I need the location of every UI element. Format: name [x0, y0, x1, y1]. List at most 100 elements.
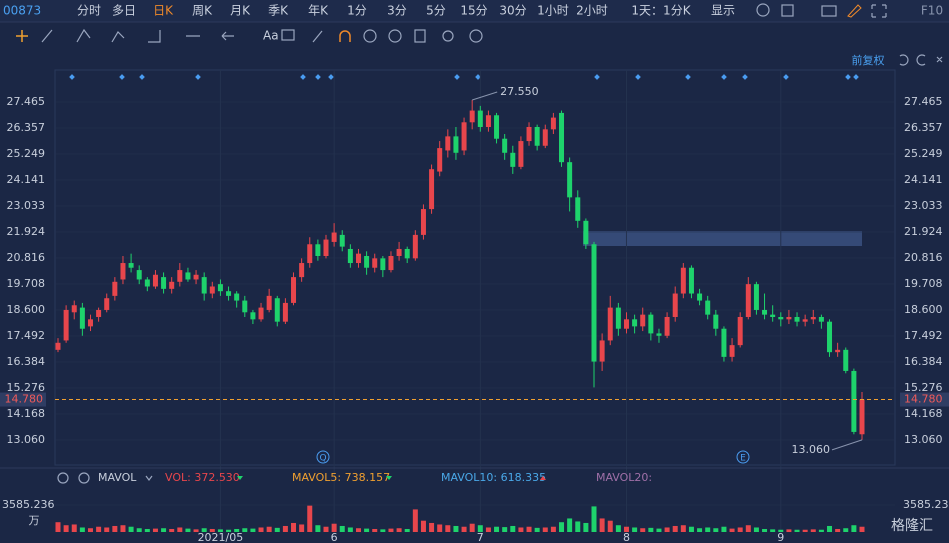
period-tab[interactable]: 3分 — [387, 4, 407, 18]
candle-body — [242, 300, 248, 313]
candle-body — [737, 316, 743, 346]
candle-body — [648, 314, 654, 334]
candle-body — [120, 263, 126, 280]
adjust-mode[interactable]: 前复权 — [852, 53, 885, 67]
candle-body — [112, 281, 118, 296]
plot-frame — [54, 69, 896, 466]
draw-tools[interactable] — [41, 28, 234, 43]
candle-body — [307, 244, 313, 264]
mavol10-value: MAVOL10: 618.335 — [441, 471, 546, 484]
volume-bar — [96, 526, 102, 532]
period-tab[interactable]: 分时 — [77, 4, 101, 18]
x-tick-label: 6 — [331, 531, 338, 543]
candle-body — [559, 112, 565, 163]
volume-bar — [477, 525, 483, 532]
lock-tool[interactable] — [363, 29, 377, 43]
volume-bar — [737, 527, 743, 532]
volume-bar — [648, 527, 654, 532]
candle-body — [258, 307, 264, 320]
volume-bar — [347, 527, 353, 532]
link-tool[interactable] — [442, 30, 454, 42]
volume-bar — [583, 522, 589, 532]
last-price-box — [900, 392, 949, 407]
max-label: 27.550 — [500, 85, 539, 98]
volume-bar — [331, 523, 337, 532]
y-tick-label: 20.816 — [7, 251, 46, 264]
candle-body — [274, 298, 280, 322]
note-tool[interactable] — [281, 29, 295, 41]
magnet-tool[interactable] — [339, 30, 351, 42]
period-tab[interactable]: 周K — [192, 4, 213, 18]
checkbox[interactable] — [781, 4, 794, 17]
period-tab[interactable]: 多日 — [112, 4, 136, 18]
period-tab[interactable]: 15分 — [460, 4, 487, 18]
settings-icon[interactable] — [756, 3, 770, 17]
period-tab[interactable]: 1小时 — [537, 4, 569, 18]
ruler-tool[interactable] — [312, 30, 323, 43]
delete-tool[interactable] — [414, 29, 426, 43]
event-label: E — [740, 454, 746, 464]
candle-body — [477, 110, 483, 127]
candle-body — [502, 138, 508, 153]
period-tab[interactable]: 5分 — [426, 4, 446, 18]
min-pointer — [831, 439, 863, 451]
volume-bar — [721, 526, 727, 532]
period-tab[interactable]: 季K — [268, 4, 289, 18]
fullscreen-icon[interactable] — [871, 4, 887, 18]
down-arrow — [237, 476, 243, 480]
candle-body — [96, 309, 102, 317]
volume-bar — [404, 528, 410, 532]
indicator-close[interactable] — [78, 472, 90, 484]
y-tick-label: 17.492 — [7, 329, 46, 342]
tool-settings[interactable] — [469, 29, 483, 43]
candle-body — [201, 277, 207, 294]
last-price-label-right: 14.780 — [904, 393, 943, 406]
undo-redo[interactable] — [899, 54, 943, 66]
y-tick-label: 26.357 — [7, 121, 46, 134]
event-dots — [69, 74, 859, 80]
volume-bar — [226, 529, 232, 532]
x-tick-label: 9 — [777, 531, 784, 543]
vol-value: VOL: 372.530 — [165, 471, 240, 484]
volume-bar — [315, 525, 321, 532]
camera-icon[interactable] — [821, 5, 837, 17]
volume-bar — [818, 529, 824, 532]
drawing-toolbar: Aa — [16, 28, 483, 43]
period-tab[interactable]: 1分 — [347, 4, 367, 18]
period-tab[interactable]: 2小时 — [576, 4, 608, 18]
candle-body — [380, 258, 386, 271]
event-dot — [594, 74, 600, 80]
indicator-dropdown[interactable] — [145, 475, 153, 481]
period-tab[interactable]: 日K — [153, 4, 174, 18]
move-tool[interactable] — [16, 30, 28, 42]
volume-bar — [607, 520, 613, 532]
candle-body — [266, 295, 272, 310]
volume-bar — [461, 526, 467, 532]
volume-bar — [258, 527, 264, 532]
volume-bar — [859, 526, 865, 532]
period-tab[interactable]: 30分 — [499, 4, 526, 18]
period-tab[interactable]: 年K — [308, 4, 329, 18]
volume-bar — [201, 528, 207, 532]
y-tick-label: 15.276 — [7, 381, 46, 394]
volume-bar — [217, 529, 223, 532]
candle-body — [632, 319, 638, 327]
hide-tool[interactable] — [388, 29, 402, 43]
volume-bar — [550, 526, 556, 532]
period-tab[interactable]: 月K — [230, 4, 251, 18]
text-tool[interactable]: Aa — [263, 29, 279, 43]
candle-body — [591, 244, 597, 362]
period-tab[interactable]: 显示 — [711, 4, 735, 18]
candle-body — [87, 319, 93, 327]
volume-bar — [753, 527, 759, 532]
f10-button[interactable]: F10 — [921, 4, 943, 18]
period-tab[interactable]: 1天：1分K — [631, 4, 691, 18]
y-tick-label: 19.708 — [7, 277, 46, 290]
event-dot — [742, 74, 748, 80]
candle-body — [575, 197, 581, 221]
candle-body — [250, 312, 256, 320]
draw-icon[interactable] — [847, 4, 862, 18]
candle-body — [680, 267, 686, 294]
candle-body — [144, 279, 150, 287]
indicator-settings[interactable] — [57, 472, 69, 484]
